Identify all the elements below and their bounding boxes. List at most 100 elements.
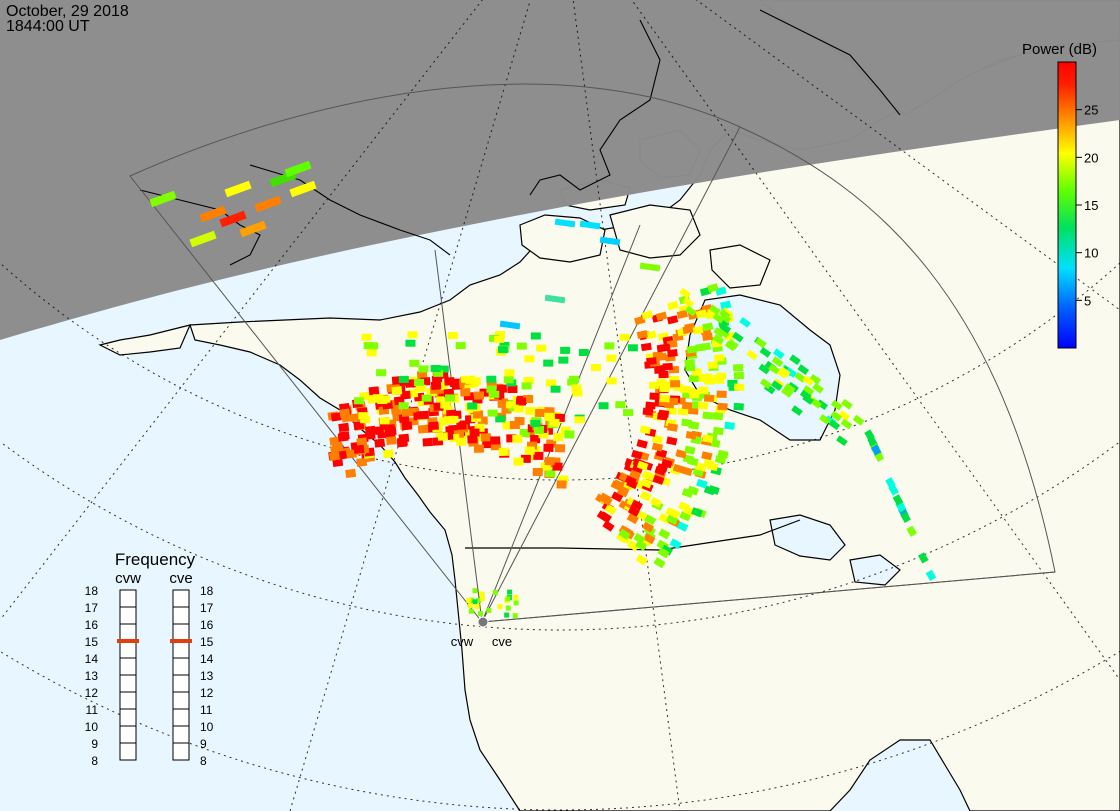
echo-cell xyxy=(544,456,555,466)
echo-cell xyxy=(284,160,312,178)
colorbar-tick-label: 10 xyxy=(1084,246,1098,261)
echo-cell xyxy=(332,442,344,452)
echo-cell xyxy=(770,380,783,391)
echo-cell xyxy=(353,421,365,431)
echo-cell xyxy=(636,330,648,340)
echo-cell xyxy=(692,326,704,335)
echo-cell xyxy=(659,343,671,352)
echo-cell xyxy=(717,402,728,411)
echo-cell xyxy=(496,384,507,393)
echo-cell xyxy=(417,424,429,434)
frequency-tick-label: 18 xyxy=(85,584,99,598)
echo-cell xyxy=(430,364,441,372)
echo-cell xyxy=(733,371,744,380)
frequency-marker xyxy=(117,639,139,643)
echo-cell xyxy=(401,421,413,431)
echo-cell xyxy=(666,436,678,446)
echo-cell xyxy=(619,333,630,341)
echo-cell xyxy=(635,554,648,566)
echo-cell xyxy=(772,348,785,360)
echo-cell xyxy=(507,384,518,394)
echo-cell xyxy=(398,433,410,443)
echo-cell xyxy=(651,442,664,452)
echo-cell xyxy=(503,376,514,384)
echo-cell xyxy=(368,342,379,350)
echo-cell xyxy=(507,589,513,595)
echo-cell xyxy=(702,322,714,332)
echo-cell xyxy=(733,402,744,411)
echo-cell xyxy=(639,262,661,272)
echo-cell xyxy=(636,460,649,471)
echo-cell xyxy=(840,418,853,430)
echo-cell xyxy=(461,375,472,383)
frequency-cell xyxy=(119,640,137,659)
frequency-scale: 18 17 16 15 14 13 12 11 10 9 8 18 17 16 15 14 13 12 11 10 9 8 xyxy=(85,584,214,768)
frequency-tick-label: 9 xyxy=(200,737,207,751)
echo-cell xyxy=(444,377,455,386)
colorbar-gradient xyxy=(1057,61,1077,349)
echo-cell xyxy=(516,397,527,406)
echo-cell xyxy=(702,411,714,420)
echo-cell xyxy=(353,397,364,405)
echo-cell xyxy=(791,405,803,416)
echo-cell xyxy=(516,342,527,350)
echo-cell xyxy=(599,236,621,246)
echo-cell xyxy=(682,297,695,308)
echo-cell xyxy=(596,510,609,522)
echo-cell xyxy=(714,354,725,362)
echo-cell xyxy=(676,521,689,532)
echo-cell xyxy=(616,486,629,498)
echo-cell xyxy=(702,332,713,342)
echo-cell xyxy=(696,478,708,489)
echo-cell xyxy=(688,374,699,383)
echo-cell xyxy=(695,343,707,352)
echo-cell xyxy=(802,385,815,396)
echo-cell xyxy=(533,451,544,460)
frequency-cell xyxy=(119,623,137,642)
night-coastlines xyxy=(139,9,901,266)
echo-cell xyxy=(670,380,681,388)
colorbar-tick-label: 20 xyxy=(1084,150,1098,165)
echo-cell xyxy=(660,544,674,556)
echo-cell xyxy=(358,412,369,420)
echo-cell xyxy=(641,310,654,320)
echo-cell xyxy=(852,414,865,426)
echo-cell xyxy=(479,595,485,601)
echo-cell xyxy=(627,540,640,552)
echo-cell xyxy=(716,390,727,398)
echo-cell xyxy=(667,397,679,406)
echo-cell xyxy=(415,384,426,392)
echo-cell xyxy=(521,382,532,390)
echo-cell xyxy=(239,220,267,238)
frequency-cell xyxy=(119,691,137,710)
echo-cell xyxy=(718,309,731,320)
echo-cell xyxy=(447,332,458,340)
echo-cell xyxy=(379,417,390,425)
echo-cell xyxy=(684,359,695,367)
echo-cell xyxy=(544,294,566,304)
echo-cell xyxy=(513,600,519,606)
echo-cell xyxy=(707,283,719,293)
echo-cell xyxy=(489,390,500,398)
echo-cell xyxy=(634,315,646,326)
echo-cell xyxy=(523,376,534,384)
echo-cell xyxy=(345,468,357,479)
echo-cell xyxy=(888,484,899,496)
echo-cell xyxy=(337,432,349,442)
echo-cell xyxy=(698,374,709,382)
echo-cell xyxy=(468,603,474,609)
echo-cell xyxy=(627,505,640,517)
frequency-tick-label: 10 xyxy=(85,720,99,734)
echo-cell xyxy=(759,378,772,389)
echo-cell xyxy=(681,466,693,476)
echo-cell xyxy=(830,410,843,422)
echo-cell xyxy=(659,394,670,403)
echo-cell xyxy=(687,456,699,467)
echo-cell xyxy=(759,347,772,358)
echo-cell xyxy=(373,394,384,402)
echo-cell xyxy=(708,485,720,495)
echo-cell xyxy=(653,557,666,569)
frequency-marker xyxy=(170,639,192,643)
echo-cell xyxy=(430,381,442,390)
echo-cell xyxy=(624,475,637,486)
